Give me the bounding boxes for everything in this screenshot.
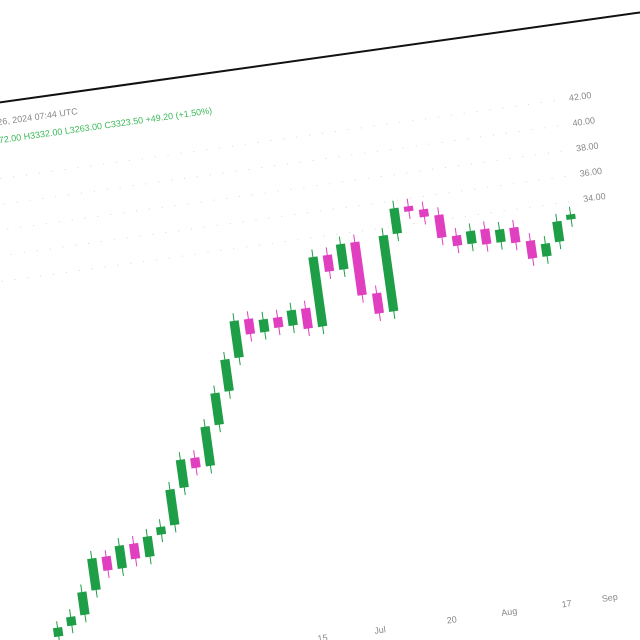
candle-body bbox=[155, 526, 167, 536]
candle-body bbox=[335, 243, 349, 271]
candle-body bbox=[101, 555, 113, 571]
candle-body bbox=[480, 228, 492, 245]
header-border bbox=[0, 8, 640, 117]
candle-body bbox=[272, 316, 284, 329]
candle-body bbox=[552, 220, 565, 243]
candle-body bbox=[286, 309, 298, 327]
candle-body bbox=[175, 459, 189, 489]
x-tick-label: Jul bbox=[374, 624, 387, 636]
plot: Feb 26, 2024 07:44 UTC O3272.00 H3332.00… bbox=[0, 8, 640, 640]
x-tick-label: Aug bbox=[501, 606, 518, 618]
candle-body bbox=[494, 228, 506, 243]
candle-body bbox=[210, 392, 224, 426]
candle-body bbox=[52, 627, 64, 638]
grid-line bbox=[0, 99, 562, 181]
candle-body bbox=[66, 616, 77, 627]
candle-body bbox=[465, 230, 477, 245]
y-tick-label: 42.00 bbox=[568, 90, 592, 103]
candle-body bbox=[378, 234, 399, 312]
candle-body bbox=[403, 205, 414, 212]
x-tick-label: 17 bbox=[561, 598, 572, 609]
candle-body bbox=[540, 243, 552, 257]
candle-body bbox=[389, 207, 403, 235]
candle-body bbox=[322, 254, 335, 273]
candle-body bbox=[451, 234, 463, 247]
candle-body bbox=[308, 256, 328, 328]
candle-body bbox=[229, 320, 244, 359]
y-tick-label: 34.00 bbox=[583, 191, 607, 204]
candle-body bbox=[114, 544, 127, 569]
candle-body bbox=[418, 208, 430, 218]
candle-body bbox=[128, 542, 141, 560]
candle-body bbox=[190, 457, 201, 469]
candle-body bbox=[165, 488, 180, 526]
y-tick-label: 36.00 bbox=[579, 166, 603, 179]
candle-body bbox=[258, 318, 270, 333]
candle-body bbox=[200, 426, 216, 467]
y-tick-label: 38.00 bbox=[575, 140, 599, 153]
candle-body bbox=[220, 358, 234, 392]
grid-line bbox=[0, 124, 566, 207]
x-tick-label: Sep bbox=[601, 592, 618, 604]
x-tick-label: 15 bbox=[317, 632, 328, 640]
candle-body bbox=[77, 591, 90, 616]
candle-body bbox=[87, 557, 101, 591]
candle-body bbox=[434, 214, 447, 239]
candle-body bbox=[243, 318, 256, 335]
candle-body bbox=[371, 292, 384, 314]
y-tick-label: 40.00 bbox=[572, 115, 596, 128]
candle-body bbox=[509, 226, 521, 244]
candle-body bbox=[142, 535, 155, 558]
x-tick-label: 20 bbox=[446, 614, 457, 625]
grid-line bbox=[0, 149, 569, 232]
candle-body bbox=[525, 239, 538, 259]
candle-body bbox=[350, 241, 367, 296]
candle-body bbox=[565, 213, 576, 221]
candle-body bbox=[300, 307, 313, 330]
